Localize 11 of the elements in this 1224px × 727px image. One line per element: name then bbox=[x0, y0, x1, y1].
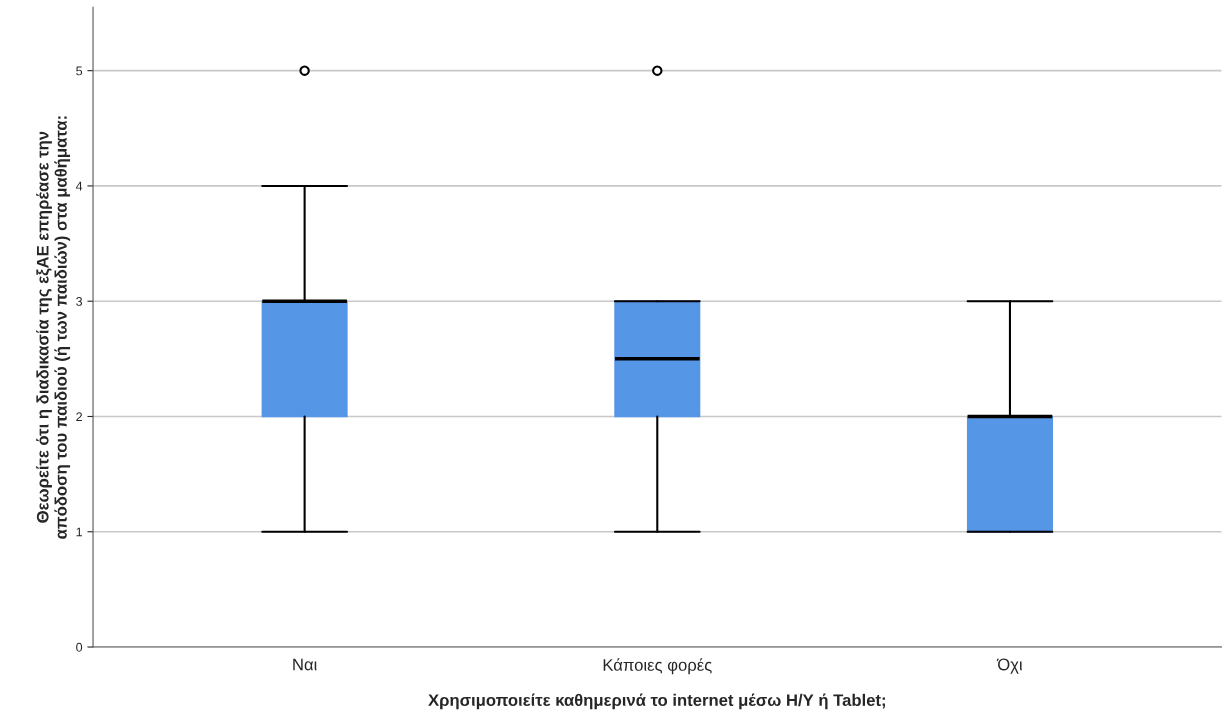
y-tick-label: 2 bbox=[76, 412, 82, 422]
x-axis-title: Χρησιμοποιείτε καθημερινά το internet μέσω Η/Υ ή Tablet; bbox=[428, 693, 885, 710]
y-tick-label: 3 bbox=[76, 297, 83, 306]
x-tick-label: Κάποιες φορές bbox=[603, 658, 712, 675]
y-axis-title: Θεωρείτε ότι η διαδικασία της εξΑΕ επηρέασε την απόδοση του παιδιού (ή των παιδιών) στα μαθήματα: bbox=[36, 116, 71, 539]
x-tick-label: Ναι bbox=[293, 658, 317, 671]
y-tick-label: 1 bbox=[76, 527, 82, 537]
y-tick-label: 0 bbox=[76, 642, 83, 652]
y-tick-label: 5 bbox=[76, 66, 83, 76]
x-tick-label: Όχι bbox=[996, 658, 1023, 674]
y-tick-label: 4 bbox=[75, 181, 83, 191]
